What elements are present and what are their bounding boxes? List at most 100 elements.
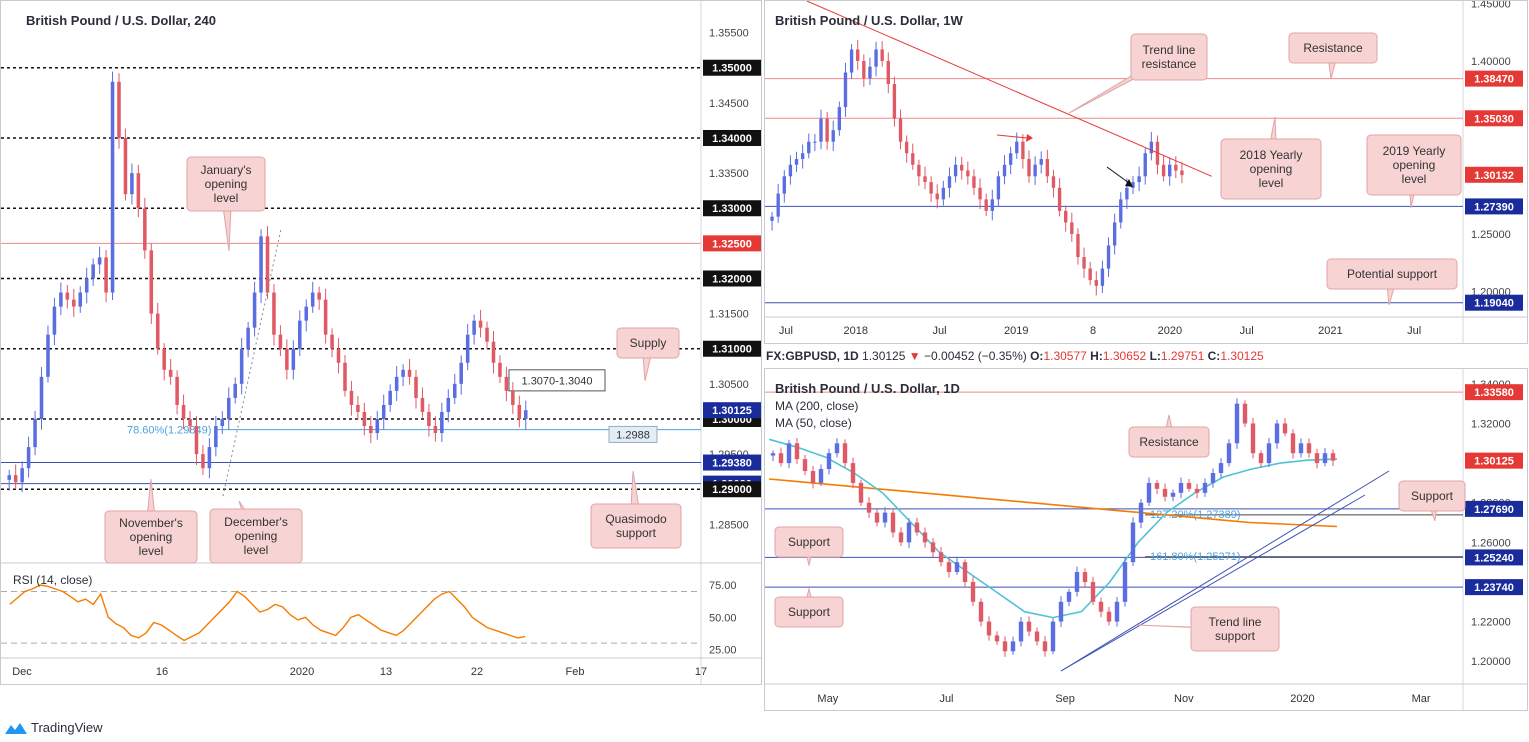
chart-1d-candle-body [1050,621,1056,652]
chart-1d-candle-body [978,601,984,622]
level-label: 1.33000 [712,203,752,215]
chart-4h-candle-body [226,397,231,419]
chart-4h-candle-body [194,426,199,455]
level-label: 1.19040 [1474,298,1514,310]
callout-resistance-box [1288,32,1378,64]
callout-january-opening-text: opening [205,177,248,191]
chart-1d-candle-body [1082,572,1088,582]
current-price-label-bg [703,402,761,419]
level-label: 1.31000 [712,344,752,356]
level-label-bg [703,340,761,357]
level-label: 1.34000 [712,133,752,145]
ohlc-high: 1.30652 [1102,349,1147,363]
fib-label: 127.20%(1.27389) [1150,509,1241,521]
chart-panel-4h[interactable]: 1.35500 1.34500 1.33500 1.32500 1.31500 1.305… [0,0,762,685]
chart-panel-1d[interactable]: 1.340001.320001.300001.280001.260001.220… [764,368,1528,711]
level-label: 1.33580 [1474,387,1514,399]
dotted-trend-line [222,228,282,497]
level-label-bg [703,200,761,217]
chart-4h-x-tick: 17 [695,666,707,678]
brand-name: TradingView [31,720,103,735]
chart-1w-candle-body [898,118,903,142]
level-label-bg [703,129,761,146]
chart-1d-candle-body [930,542,936,553]
callout-potential-support: Potential support [1326,258,1458,306]
chart-1w-candle-body [1100,268,1105,286]
callout-support-low: Support [774,587,844,628]
chart-1w-candle-body [862,60,866,79]
chart-4h-candle-body [336,348,341,363]
tradingview-logo-icon [5,722,27,734]
chart-4h-candle-body [201,454,205,469]
chart-1d-candle-body [1002,641,1008,652]
callout-support-right-box [1398,480,1466,512]
callout-trend-line-support-text: support [1215,629,1256,643]
callout-support-right: Support [1398,480,1466,522]
callout-trend-line-resistance-text: resistance [1142,57,1197,71]
chart-1d-candle-body [1146,482,1152,503]
tradingview-brand[interactable]: TradingView [4,720,103,735]
chart-1w-candle-body [819,118,823,142]
ohlc-high-label: H: [1090,349,1103,363]
chart-4h-candle-body [459,362,463,384]
chart-1w-x-tick: 2020 [1158,325,1182,337]
rsi-series-line [9,584,526,642]
callout-support-right-text: Support [1411,489,1454,503]
level-label-bg [1465,500,1523,517]
chart-1d-candle-body [946,562,952,573]
level-label: 1.38470 [1474,74,1514,86]
callout-trend-line-support-text: Trend line [1209,615,1262,629]
chart-4h-candle-body [440,411,444,434]
chart-4h-candle-body [310,292,315,307]
chart-1w-candle-body [1070,222,1074,234]
chart-1w-candle-body [856,49,860,61]
callout-resistance: Resistance [1288,32,1378,80]
chart-1d-candle-body [906,522,912,543]
callout-quasimodo-support-text: support [616,526,657,540]
chart-1d-y-tick: 1.20000 [1471,656,1511,668]
chart-1d-candle-body [994,635,1000,642]
chart-panel-1w[interactable]: 1.450001.400001.350001.250001.200001.384… [764,0,1528,344]
chart-4h-candle-body [433,426,438,434]
chart-4h-candle-body [59,292,63,307]
chart-4h-candle-body [472,320,476,335]
current-price-label: 1.30125 [1474,456,1514,468]
ohlc-readout: FX:GBPUSD, 1D 1.30125 ▼ −0.00452 (−0.35%… [766,349,1264,363]
chart-1w-candle-body [800,153,805,159]
chart-1w-candle-body [794,159,799,165]
chart-1w-candle-body [1064,210,1068,223]
chart-4h-candle-body [343,362,347,391]
level-label: 1.27690 [1474,504,1514,516]
chart-4h-svg[interactable]: 1.35500 1.34500 1.33500 1.32500 1.31500 1.305… [1,1,761,684]
chart-1w-candle-body [904,141,909,154]
callout-resistance: Resistance [1128,414,1210,458]
callout-quasimodo-support-text: Quasimodo [605,512,667,526]
chart-1w-svg[interactable]: 1.450001.400001.350001.250001.200001.384… [765,1,1527,343]
supply-zone-label: 1.3070-1.3040 [522,375,593,387]
chart-1d-candle-body [986,621,992,636]
current-price-label-bg [1465,166,1523,183]
chart-1w-candle-body [1137,176,1141,183]
chart-1w-candle-body [935,193,939,200]
chart-1w-candle-body [1112,222,1117,246]
chart-1w-candle-body [880,49,884,61]
chart-4h-x-tick: 16 [156,666,168,678]
callout-trend-line-resistance-box [1130,33,1208,81]
chart-4h-candle-body [446,397,451,412]
chart-1w-candle-body [843,72,848,108]
chart-4h-candle-body [317,292,321,300]
callout-support-mid: Support [774,526,844,567]
chart-4h-candle-body [478,320,483,328]
chart-4h-candle-body [517,404,522,419]
chart-4h-candle-body [452,383,457,398]
chart-1d-svg[interactable]: 1.340001.320001.300001.280001.260001.220… [765,369,1527,710]
chart-1d-candle-body [1186,482,1192,489]
chart-1w-candle-body [1143,153,1147,177]
chart-1d-candle-body [898,532,904,543]
callout-january-opening-text: January's [201,163,252,177]
chart-1w-candle-body [1051,176,1056,188]
chart-1d-candle-body [890,512,896,533]
chart-1w-candle-body [947,176,952,188]
